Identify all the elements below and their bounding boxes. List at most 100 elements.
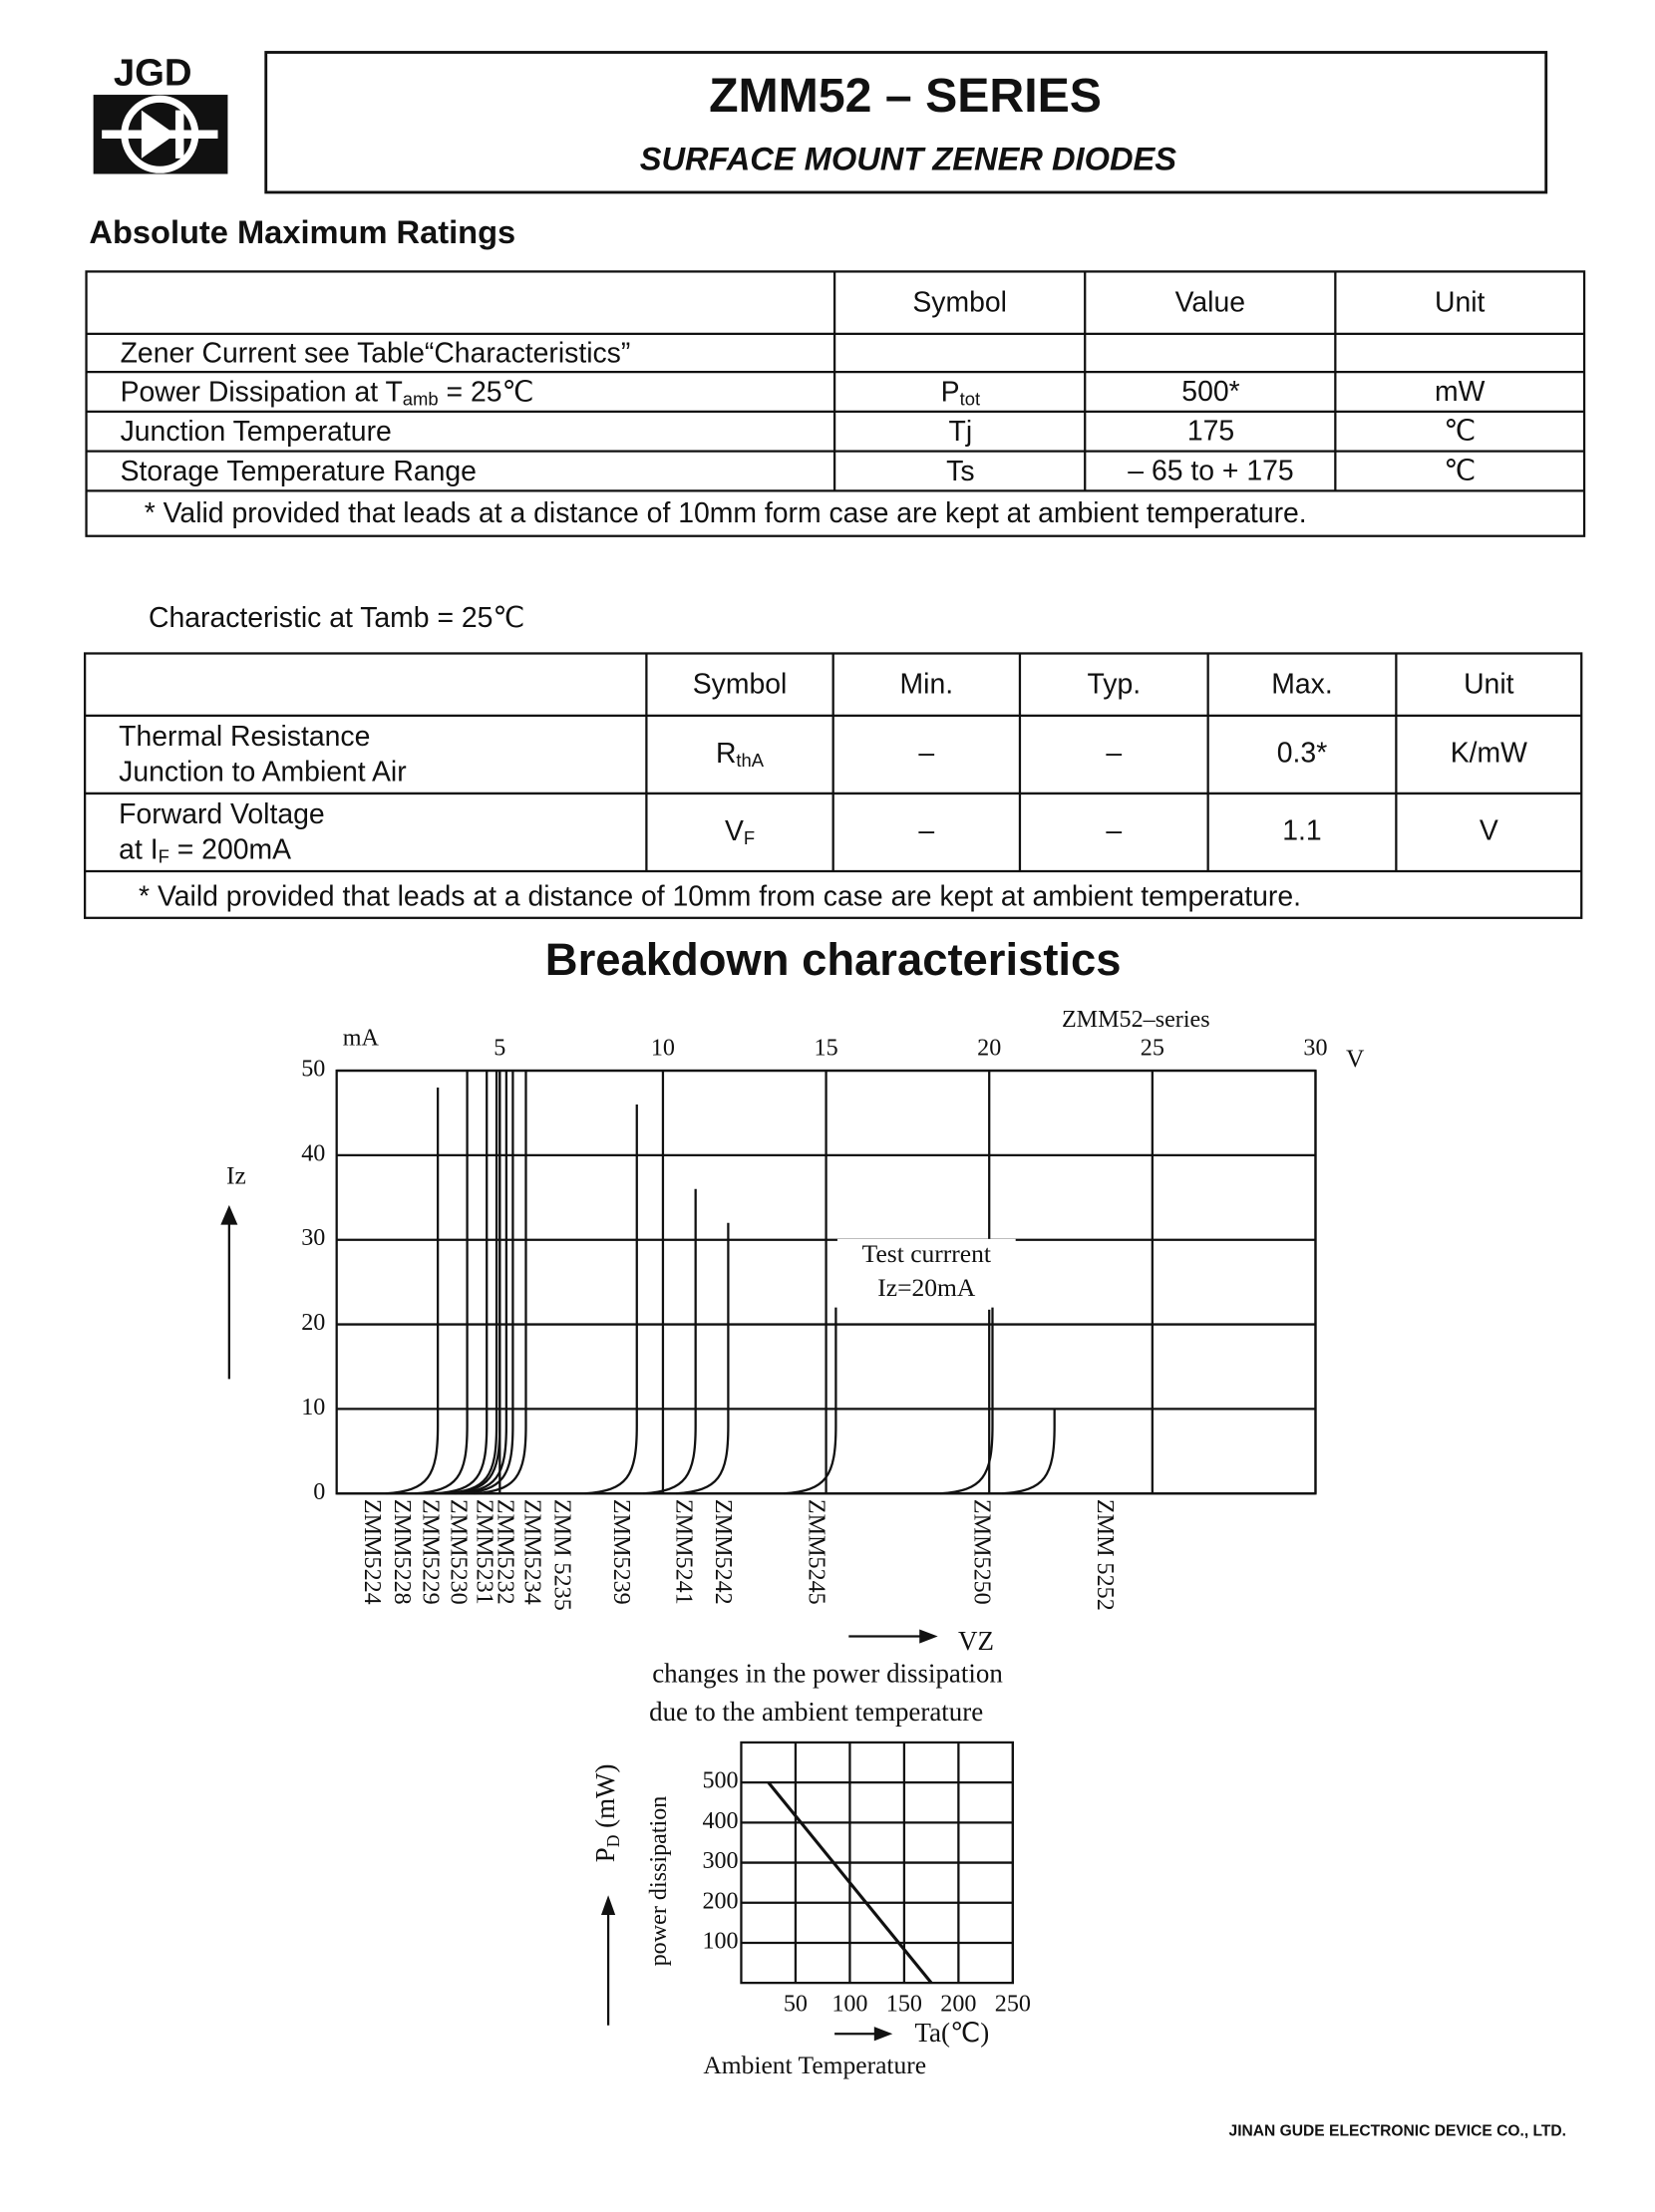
curve-label: ZMM5234 bbox=[519, 1499, 545, 1605]
value: – 65 to + 175 bbox=[1128, 455, 1293, 486]
zener-curve bbox=[675, 1222, 730, 1495]
chart-title: due to the ambient temperature bbox=[649, 1697, 983, 1727]
header-box bbox=[264, 51, 1548, 194]
zener-curve bbox=[584, 1104, 638, 1495]
text-part: Forward Voltage bbox=[119, 797, 325, 829]
y-tick-label: 30 bbox=[301, 1225, 325, 1251]
curve-label: ZMM5250 bbox=[969, 1499, 995, 1605]
column-header: Symbol bbox=[912, 287, 1007, 319]
zener-curve bbox=[1002, 1409, 1056, 1495]
parameter: at IF = 200mA bbox=[119, 833, 291, 866]
x-tick-label: 250 bbox=[995, 1991, 1031, 2017]
text-part: at I bbox=[119, 833, 158, 865]
symbol: RthA bbox=[716, 737, 765, 770]
text-part: Junction Temperature bbox=[121, 416, 392, 448]
curve-label: ZMM5239 bbox=[608, 1499, 634, 1605]
text-part: = 200mA bbox=[169, 833, 291, 865]
curve-label: ZMM5230 bbox=[446, 1499, 472, 1605]
column-header: Unit bbox=[1435, 287, 1486, 319]
y-tick-label: 200 bbox=[702, 1888, 738, 1914]
min: – bbox=[918, 814, 934, 846]
text-part: R bbox=[716, 737, 736, 769]
unit: ℃ bbox=[1444, 416, 1476, 448]
typ: – bbox=[1106, 737, 1122, 769]
column-header: Max. bbox=[1271, 669, 1332, 701]
text-part: Thermal Resistance bbox=[119, 720, 370, 752]
ratings-heading: Absolute Maximum Ratings bbox=[89, 213, 515, 250]
max: 1.1 bbox=[1282, 814, 1321, 846]
zener-curve bbox=[474, 1071, 527, 1495]
text-part: Storage Temperature Range bbox=[121, 455, 477, 486]
y-tick-label: 100 bbox=[702, 1928, 738, 1954]
y-tick-label: 0 bbox=[313, 1479, 325, 1505]
zener-curve bbox=[434, 1071, 489, 1495]
arrow-head bbox=[220, 1204, 238, 1225]
y-tick-label: 400 bbox=[702, 1808, 738, 1834]
zener-curve bbox=[783, 1307, 837, 1495]
series-label: ZMM52–series bbox=[1062, 1007, 1210, 1033]
arrow-head bbox=[919, 1629, 938, 1644]
symbol: Tj bbox=[949, 416, 973, 448]
subtitle: SURFACE MOUNT ZENER DIODES bbox=[640, 140, 1177, 176]
footer: JINAN GUDE ELECTRONIC DEVICE CO., LTD. bbox=[1229, 2122, 1566, 2139]
arrow-head bbox=[873, 2027, 893, 2042]
characteristics-heading: Characteristic at Tamb = 25℃ bbox=[149, 602, 524, 634]
text-part: P bbox=[941, 376, 960, 408]
footnote: * Vaild provided that leads at a distanc… bbox=[139, 880, 1301, 912]
unit: K/mW bbox=[1451, 737, 1527, 769]
zener-curve bbox=[385, 1087, 440, 1495]
chart-title: changes in the power dissipation bbox=[652, 1658, 1003, 1688]
text-part: Zener Current see Table“Characteristics” bbox=[121, 337, 631, 369]
min: – bbox=[918, 737, 934, 769]
y-tick-label: 300 bbox=[702, 1848, 738, 1874]
column-header: Typ. bbox=[1088, 669, 1142, 701]
zener-curve bbox=[643, 1188, 697, 1495]
text-part: = 25℃ bbox=[439, 376, 534, 408]
y-tick-label: 10 bbox=[301, 1395, 325, 1421]
x-unit: V bbox=[1346, 1044, 1365, 1073]
y-tick-label: 500 bbox=[702, 1768, 738, 1794]
column-header: Symbol bbox=[693, 669, 788, 701]
curve-label: ZMM5232 bbox=[493, 1499, 518, 1605]
column-header: Value bbox=[1175, 287, 1245, 319]
parameter: Zener Current see Table“Characteristics” bbox=[121, 337, 631, 369]
arrow-head bbox=[600, 1895, 616, 1916]
subscript: D bbox=[603, 1835, 623, 1848]
curve-label: ZMM5242 bbox=[710, 1499, 736, 1605]
text-part: P bbox=[590, 1847, 620, 1862]
x-tick-label: 200 bbox=[940, 1991, 976, 2017]
y-unit: mA bbox=[343, 1025, 380, 1051]
curve-label: ZMM5228 bbox=[389, 1499, 415, 1605]
y-label: Iz bbox=[226, 1161, 246, 1190]
column-header: Min. bbox=[900, 669, 954, 701]
y-label-2: power dissipation bbox=[646, 1796, 672, 1967]
section-title: Breakdown characteristics bbox=[545, 934, 1122, 985]
typ: – bbox=[1106, 814, 1122, 846]
text-part: Power Dissipation at T bbox=[121, 376, 403, 408]
curve-label: ZMM 5235 bbox=[548, 1499, 574, 1611]
x-label: VZ bbox=[958, 1626, 994, 1656]
subscript: F bbox=[159, 845, 169, 866]
curve-label: ZMM5245 bbox=[804, 1499, 829, 1605]
logo-text: JGD bbox=[114, 51, 192, 94]
curve-label: ZMM5231 bbox=[471, 1499, 496, 1605]
text-part: V bbox=[725, 814, 744, 846]
x-tick-label: 25 bbox=[1141, 1035, 1164, 1061]
unit: V bbox=[1480, 814, 1498, 846]
derating-line bbox=[767, 1781, 933, 1985]
x-tick-label: 100 bbox=[831, 1991, 867, 2017]
y-label: PD (mW) bbox=[590, 1764, 623, 1863]
title: ZMM52 – SERIES bbox=[709, 69, 1102, 123]
parameter: Storage Temperature Range bbox=[121, 455, 477, 486]
column-header: Unit bbox=[1464, 669, 1514, 701]
text-part: Ts bbox=[946, 455, 974, 486]
zener-curve bbox=[940, 1307, 994, 1495]
symbol: VF bbox=[725, 814, 755, 847]
x-label-2: Ambient Temperature bbox=[703, 2051, 926, 2079]
parameter: Junction to Ambient Air bbox=[119, 756, 406, 788]
parameter: Forward Voltage bbox=[119, 797, 325, 829]
max: 0.3* bbox=[1277, 737, 1327, 769]
text-part: Junction to Ambient Air bbox=[119, 756, 406, 788]
y-tick-label: 50 bbox=[301, 1057, 325, 1083]
